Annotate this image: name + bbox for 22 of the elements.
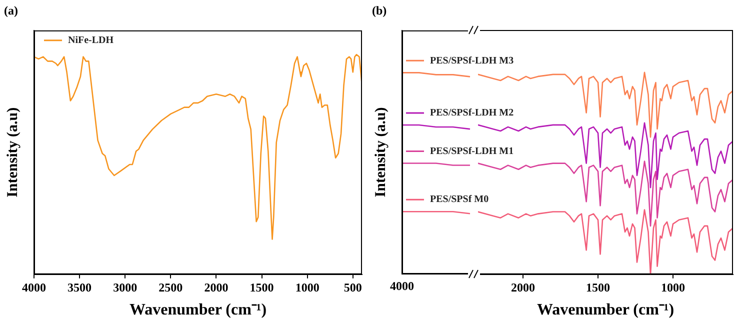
x-axis-title: Wavenumber (cm⁻¹) [129,302,267,319]
x-tick-label: 1000 [661,280,685,295]
x-tick-label: 500 [344,280,362,295]
x-tick-label: 1500 [250,280,274,295]
legend-label: PES/SPSf-LDH M3 [430,55,514,66]
y-axis-title: Intensity (a.u) [372,107,389,198]
legend-label: PES/SPSf M0 [430,194,489,206]
legend-label: NiFe-LDH [68,34,114,46]
legend-label: PES/SPSf-LDH M1 [430,146,514,157]
x-tick-label: 2000 [511,280,535,295]
chart-title: (b) [372,3,387,18]
x-tick-label: 1000 [295,280,320,295]
x-tick-label: 3500 [68,280,92,295]
legend-label: PES/SPSf-LDH M2 [430,108,514,119]
x-tick-label: 4000 [22,280,46,295]
y-axis-title: Intensity (a.u) [4,107,21,198]
x-axis-title: Wavenumber (cm⁻¹) [536,302,674,319]
x-tick-label: 2500 [158,280,183,295]
chart-title: (a) [4,3,18,18]
x-tick-label: 1500 [586,280,610,295]
x-tick-label: 2000 [204,280,228,295]
x-tick-label: 3000 [113,280,138,295]
